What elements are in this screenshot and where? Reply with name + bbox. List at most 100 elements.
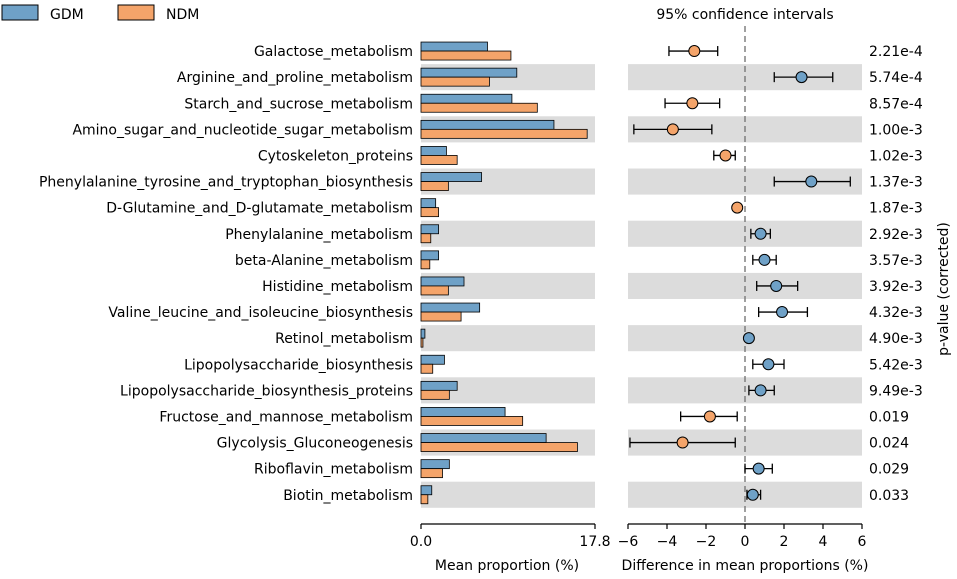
row-stripe-bar	[421, 220, 595, 247]
ci-point	[676, 436, 689, 449]
bar-gdm	[420, 302, 481, 313]
bar-gdm	[420, 328, 426, 339]
ci-x-tick-label: 0	[741, 534, 750, 550]
bar-gdm	[420, 485, 433, 496]
p-value-label: 2.21e-4	[869, 44, 923, 60]
bar-gdm	[420, 172, 483, 182]
ci-x-tick-label: −4	[657, 534, 678, 550]
bar-ndm	[420, 416, 524, 426]
bar-x-axis-label: Mean proportion (%)	[435, 558, 579, 574]
category-label: Phenylalanine_metabolism	[225, 227, 413, 243]
row-stripe-ci	[628, 220, 862, 247]
ci-point	[805, 175, 818, 188]
bar-ndm	[420, 259, 431, 270]
axes: 0.0 17.8 −6 −4 −2 0 2 4 6	[410, 523, 867, 550]
ci-x-tick-label: 4	[819, 534, 828, 550]
bar-gdm	[420, 119, 555, 130]
bar-ndm	[420, 181, 449, 191]
bar-ndm	[420, 389, 450, 400]
legend-swatch-ndm	[117, 4, 155, 21]
bar-ndm	[420, 337, 424, 348]
category-label: Arginine_and_proline_metabolism	[177, 70, 413, 86]
ci-x-tick-label: 2	[780, 534, 789, 550]
bar-gdm	[420, 407, 506, 417]
bar-gdm	[420, 250, 439, 261]
category-label: Fructose_and_mannose_metabolism	[159, 409, 413, 425]
p-value-label: 5.74e-4	[869, 70, 923, 86]
p-value-label: 0.019	[869, 409, 909, 425]
ci-point	[746, 488, 759, 501]
p-value-label: 3.57e-3	[869, 253, 923, 269]
p-value-label: 0.024	[869, 436, 909, 452]
bar-ndm	[420, 207, 439, 218]
bar-ndm	[420, 285, 449, 296]
row-stripe-bar	[421, 481, 595, 508]
bar-gdm	[420, 198, 437, 209]
p-value-label: 1.37e-3	[869, 175, 923, 191]
ci-title: 95% confidence intervals	[656, 7, 833, 23]
ci-point	[754, 227, 767, 240]
category-label: beta-Alanine_metabolism	[235, 253, 413, 269]
ci-x-tick-label: −6	[618, 534, 639, 550]
ci-point	[776, 306, 789, 319]
bar-gdm	[420, 433, 547, 443]
bar-gdm	[420, 276, 465, 287]
category-label: Retinol_metabolism	[275, 331, 413, 347]
p-value-label: 5.42e-3	[869, 357, 923, 373]
bar-ndm	[420, 494, 429, 505]
bar-gdm	[420, 67, 518, 78]
p-value-label: 2.92e-3	[869, 227, 923, 243]
ci-point	[686, 97, 699, 110]
bar-gdm	[420, 41, 488, 52]
ci-x-tick-label: 6	[858, 534, 867, 550]
legend-label-gdm: GDM	[50, 7, 84, 23]
ci-point	[703, 410, 716, 423]
p-value-label: 4.90e-3	[869, 331, 923, 347]
category-label: Riboflavin_metabolism	[254, 462, 413, 478]
category-label: Starch_and_sucrose_metabolism	[184, 96, 413, 112]
ci-point	[795, 71, 808, 84]
category-label: Biotin_metabolism	[283, 488, 413, 504]
category-label: D-Glutamine_and_D-glutamate_metabolism	[106, 201, 413, 217]
legend-swatch-gdm	[1, 4, 39, 21]
bar-gdm	[420, 354, 445, 365]
bar-ndm	[420, 363, 434, 374]
category-label: Cytoskeleton_proteins	[258, 148, 413, 164]
pvalue-axis-label: p-value (corrected)	[936, 222, 952, 356]
bar-ndm	[420, 468, 443, 479]
ci-point	[762, 358, 775, 371]
legend-label-ndm: NDM	[166, 7, 199, 23]
p-value-label: 8.57e-4	[869, 96, 923, 112]
bar-ndm	[420, 50, 512, 61]
bar-gdm	[420, 459, 450, 470]
bar-ndm	[420, 155, 458, 165]
p-value-label: 1.87e-3	[869, 201, 923, 217]
p-value-label: 1.00e-3	[869, 122, 923, 138]
ci-marks	[629, 45, 851, 501]
ci-point	[758, 253, 771, 266]
p-value-label: 0.029	[869, 462, 909, 478]
category-label: Lipopolysaccharide_biosynthesis	[184, 357, 413, 373]
ci-point	[770, 279, 783, 292]
bars	[420, 41, 588, 505]
p-values: 2.21e-4 5.74e-4 8.57e-4 1.00e-3 1.02e-3 1.37e…	[869, 44, 923, 504]
bar-ndm	[420, 76, 490, 87]
p-value-label: 9.49e-3	[869, 383, 923, 399]
category-label: Galactose_metabolism	[254, 44, 413, 60]
category-labels: Galactose_metabolism Arginine_and_proline…	[39, 44, 413, 504]
bar-gdm	[420, 224, 439, 235]
legend: GDM NDM	[1, 4, 199, 23]
p-value-label: 0.033	[869, 488, 909, 504]
bar-gdm	[420, 380, 458, 391]
category-label: Valine_leucine_and_isoleucine_biosynthes…	[108, 305, 413, 321]
category-label: Glycolysis_Gluconeogenesis	[217, 436, 413, 452]
category-label: Phenylalanine_tyrosine_and_tryptophan_bi…	[39, 175, 413, 191]
ci-x-tick-label: −2	[696, 534, 717, 550]
ci-point	[754, 384, 767, 397]
ci-point	[752, 462, 765, 475]
bar-x-tick-label: 0.0	[410, 534, 432, 550]
p-value-label: 3.92e-3	[869, 279, 923, 295]
bar-x-tick-label: 17.8	[579, 534, 610, 550]
ci-point	[688, 45, 701, 58]
p-value-label: 1.02e-3	[869, 148, 923, 164]
